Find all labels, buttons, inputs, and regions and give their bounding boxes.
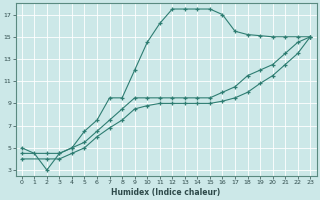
X-axis label: Humidex (Indice chaleur): Humidex (Indice chaleur): [111, 188, 221, 197]
